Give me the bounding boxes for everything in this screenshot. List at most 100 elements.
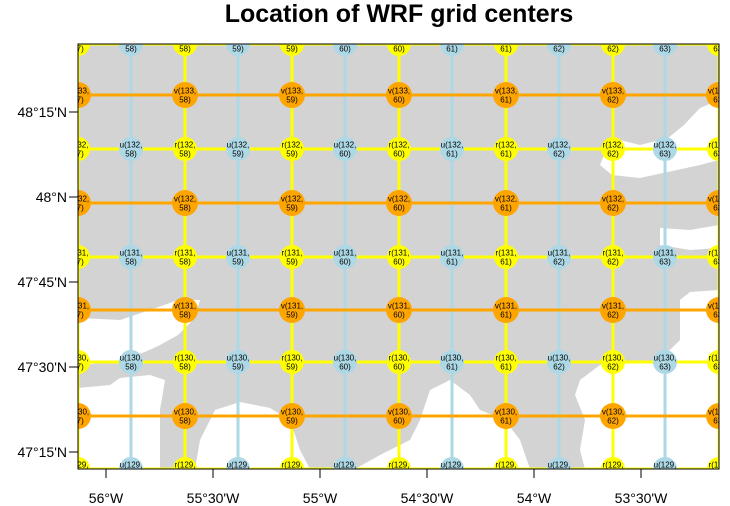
grid-point-label: u(132, 60): [334, 141, 357, 159]
rho-point: r(130, 59): [280, 350, 304, 374]
grid-point-label: r(130, 58): [175, 354, 196, 372]
u-point: u(131, 63): [653, 245, 677, 269]
v-point: v(132, 60): [386, 190, 412, 216]
grid-point-label: u(130, 61): [441, 354, 464, 372]
u-point: u(129, 61): [440, 457, 464, 479]
grid-point-label: r(131, 59): [282, 249, 303, 267]
grid-point-label: u(132, 62): [548, 141, 571, 159]
rho-point: r(130, 57): [68, 350, 90, 374]
grid-point-label: r(132, 58): [175, 141, 196, 159]
u-point: u(130, 59): [226, 350, 250, 374]
grid-point-label: v(130, 61): [495, 408, 517, 426]
y-tick-label: 48°15'N: [17, 104, 67, 120]
rho-point: r(129, 58): [173, 457, 197, 479]
grid-point-label: v(131, 59): [281, 302, 303, 320]
rho-point: r(130, 62): [601, 350, 625, 374]
grid-point-label: u(131, 58): [120, 249, 143, 267]
grid-point-label: u(131, 61): [441, 249, 464, 267]
grid-point-label: u(129, 60): [334, 461, 357, 479]
grid-point-label: v(131, 57): [67, 302, 89, 320]
u-point: u(130, 63): [653, 350, 677, 374]
grid-point-label: u(132, 61): [441, 141, 464, 159]
u-point: u(129, 62): [547, 457, 571, 469]
grid-point-label: r(129, 59): [282, 461, 303, 479]
grid-point-label: r(130, 57): [68, 354, 89, 372]
v-point: v(130, 57): [78, 403, 91, 429]
grid-point-label: r(131, 61): [496, 249, 517, 267]
v-point: v(131, 57): [67, 297, 91, 323]
grid-point-label: v(131, 58): [174, 302, 196, 320]
x-tick-label: 53°30'W: [615, 490, 668, 506]
grid-point-label: u(132, 63): [654, 141, 677, 159]
grid-point-label: v(133, 61): [495, 87, 517, 105]
u-point: u(130, 60): [333, 350, 357, 374]
x-tick-label: 55°30'W: [187, 490, 240, 506]
grid-point-label: r(130, 60): [389, 354, 410, 372]
rho-point: r(131, 62): [601, 245, 625, 269]
v-point: v(133, 60): [386, 82, 412, 108]
v-point: v(130, 61): [493, 403, 519, 429]
v-point: v(130, 58): [172, 403, 198, 429]
rho-point: r(130, 61): [494, 350, 518, 374]
grid-point-label: r(129, 60): [389, 461, 410, 479]
map-frame: [77, 43, 720, 470]
grid-point-label: v(130, 58): [174, 408, 196, 426]
grid-point-label: u(130, 58): [120, 354, 143, 372]
v-point: v(133, 58): [172, 82, 198, 108]
grid-point-label: u(130, 59): [227, 354, 250, 372]
grid-point-label: v(133, 59): [281, 87, 303, 105]
grid-point-label: r(129, 57): [68, 461, 89, 479]
grid-point-label: v(131, 60): [388, 302, 410, 320]
rho-point: r(130, 60): [387, 350, 411, 374]
grid-point-label: r(130, 59): [282, 354, 303, 372]
grid-point-label: u(131, 60): [334, 249, 357, 267]
rho-point: r(132, 60): [387, 137, 411, 161]
u-point: u(132, 62): [547, 137, 571, 161]
grid-point-label: u(131, 63): [654, 249, 677, 267]
u-point: u(129, 58): [119, 457, 143, 479]
grid-point-label: r(132, 60): [389, 141, 410, 159]
grid-point-label: v(132, 58): [174, 195, 196, 213]
grid-point-label: u(130, 63): [654, 354, 677, 372]
grid-point-label: u(131, 62): [548, 249, 571, 267]
grid-point-label: v(132, 60): [388, 195, 410, 213]
x-tick-label: 54°W: [517, 490, 552, 506]
grid-point-label: u(132, 58): [120, 141, 143, 159]
grid-point-label: v(130, 62): [602, 408, 624, 426]
y-tick-label: 47°30'N: [17, 359, 67, 375]
rho-point: r(132, 63): [707, 137, 730, 161]
v-point: v(132, 57): [67, 190, 91, 216]
v-point: v(131, 58): [172, 297, 198, 323]
v-point: v(130, 63): [706, 403, 719, 429]
grid-point-label: v(132, 62): [602, 195, 624, 213]
grid-point-label: r(132, 63): [709, 141, 730, 159]
u-point: u(130, 61): [440, 350, 464, 374]
y-tick-label: 47°45'N: [17, 274, 67, 290]
grid-point-label: u(132, 59): [227, 141, 250, 159]
u-point: u(132, 60): [333, 137, 357, 161]
rho-point: r(130, 63): [707, 350, 719, 374]
grid-point-label: r(131, 62): [603, 249, 624, 267]
grid-point-label: r(130, 61): [496, 354, 517, 372]
grid-point-label: r(132, 62): [603, 141, 624, 159]
grid-point-label: r(131, 58): [175, 249, 196, 267]
grid-point-label: u(129, 58): [120, 461, 143, 479]
u-point: u(129, 63): [653, 457, 677, 469]
rho-point: r(129, 62): [601, 457, 625, 479]
u-point: u(129, 60): [333, 457, 357, 479]
rho-point: r(131, 57): [78, 245, 90, 269]
grid-point-label: u(129, 61): [441, 461, 464, 479]
grid-point-label: v(132, 57): [67, 195, 89, 213]
v-point: v(133, 62): [600, 82, 626, 108]
v-point: v(133, 59): [279, 82, 305, 108]
rho-point: r(129, 59): [280, 457, 304, 479]
rho-point: r(129, 60): [387, 457, 411, 479]
axis-ticks: 56°W 55°30'W 55°W 54°30'W 54°W 53°30'W 48°15'N…: [17, 104, 668, 506]
grid-point-label: r(129, 62): [603, 461, 624, 479]
u-point: u(131, 60): [333, 245, 357, 269]
grid-point-label: r(129, 58): [175, 461, 196, 479]
u-point: u(132, 59): [226, 137, 250, 161]
grid-point-label: u(129, 59): [227, 461, 250, 479]
v-point: v(131, 60): [386, 297, 412, 323]
